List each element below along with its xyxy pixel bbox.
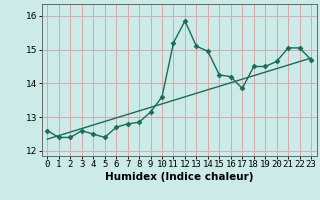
X-axis label: Humidex (Indice chaleur): Humidex (Indice chaleur) [105,172,253,182]
